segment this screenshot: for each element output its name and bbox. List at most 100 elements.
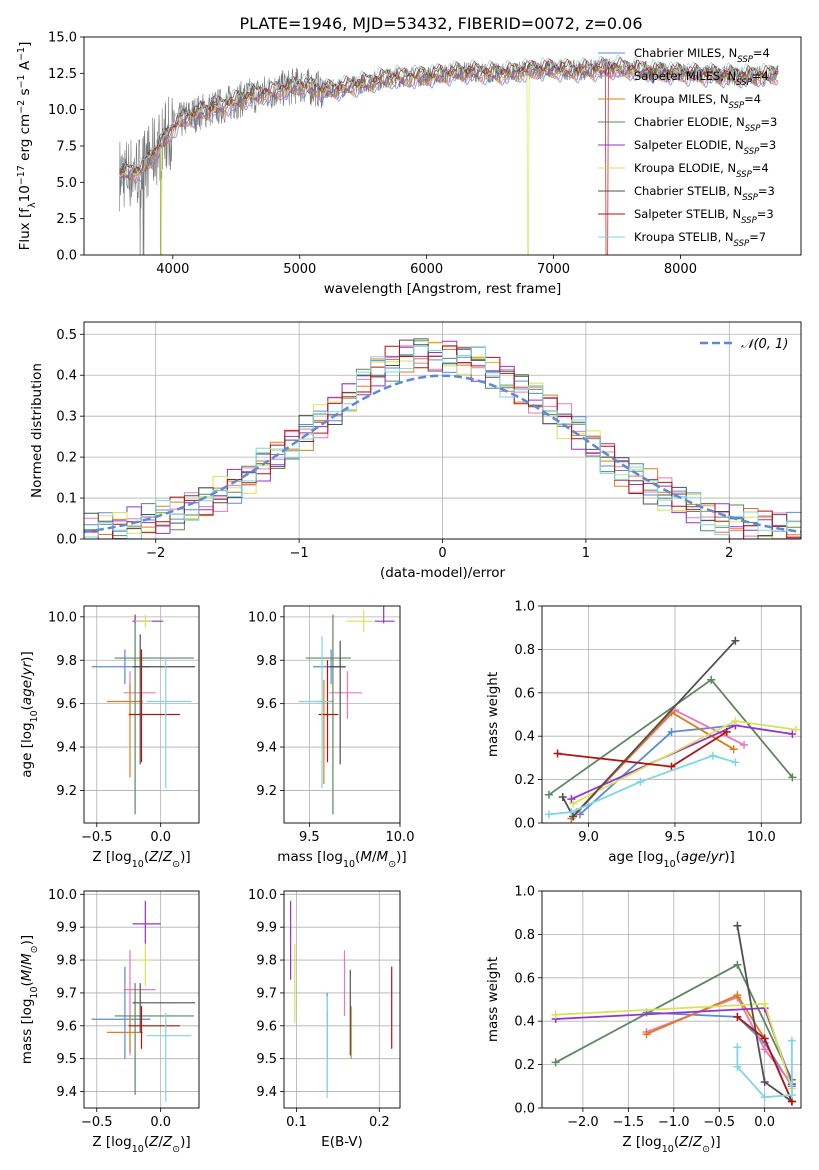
mass-weight-marker	[733, 1043, 742, 1052]
mass-weight-marker	[788, 773, 797, 782]
y-tick-label: 10.0	[248, 888, 277, 903]
mass-weight-marker	[760, 1034, 769, 1043]
x-tick-label: 10.0	[747, 830, 776, 845]
legend-label: Kroupa MILES, NSSP=4	[634, 92, 761, 111]
mass-weight-marker	[567, 795, 576, 804]
mass-weight-marker	[733, 1012, 742, 1021]
x-tick-label: 0.1	[286, 1115, 307, 1130]
y-tick-label: 9.8	[56, 954, 77, 969]
mass-weight-marker	[569, 799, 578, 808]
x-tick-label: −0.5	[81, 1115, 113, 1130]
y-tick-label: 9.7	[56, 986, 77, 1001]
x-tick-label: −0.5	[703, 1115, 735, 1130]
mass-weight-marker	[733, 960, 742, 969]
x-tick-label: −0.5	[81, 830, 113, 845]
y-tick-label: 9.6	[256, 697, 277, 712]
mass-weight-vs-Z-frame	[541, 890, 802, 1109]
y-tick-label: 0.2	[514, 1058, 535, 1073]
y-tick-label: 9.2	[56, 784, 77, 799]
mass-weight-vs-Z-xlabel: Z [log10(Z/Z⊙)]	[622, 1134, 720, 1155]
y-tick-label: 9.6	[56, 697, 77, 712]
y-tick-label: 0.6	[514, 971, 535, 986]
y-tick-label: 0.8	[514, 643, 535, 658]
mass-weight-marker	[544, 790, 553, 799]
legend-label: Chabrier STELIB, NSSP=3	[634, 184, 775, 203]
y-tick-label: 0.0	[56, 533, 77, 548]
y-tick-label: 0.3	[56, 410, 77, 425]
y-tick-label: 0.4	[56, 369, 77, 384]
model-spectrum-line	[119, 56, 779, 255]
y-tick-label: 1.0	[514, 885, 535, 900]
mass-weight-marker	[791, 725, 800, 734]
x-tick-label: 0.0	[754, 1115, 775, 1130]
spectrum-plot	[119, 54, 779, 255]
age-vs-mass-axes: 9.5 10.0 9.2 9.4 9.6 9.8 10.0	[248, 606, 414, 845]
legend-label: Chabrier ELODIE, NSSP=3	[634, 115, 777, 134]
y-tick-label: 7.5	[56, 140, 77, 155]
x-tick-label: 0	[438, 546, 446, 561]
mass-weight-marker	[551, 1058, 560, 1067]
x-tick-label: 0.2	[369, 1115, 390, 1130]
mass-weight-vs-age-axes: 9.0 9.5 10.0 0.0 0.2 0.4 0.6 0.8 1.0	[514, 600, 801, 845]
legend-label: Salpeter ELODIE, NSSP=3	[634, 138, 776, 157]
age-vs-Z-xlabel: Z [log10(Z/Z⊙)]	[92, 849, 190, 870]
histogram-legend-label: 𝒩(0, 1)	[741, 337, 788, 352]
legend-label: Kroupa STELIB, NSSP=7	[634, 230, 766, 249]
age-vs-Z-ylabel: age [log10(age/yr)]	[19, 651, 40, 777]
y-tick-label: 0.4	[514, 730, 535, 745]
normal-curve	[84, 374, 801, 534]
mass-weight-marker	[731, 758, 740, 767]
mass-vs-Z-plot	[91, 900, 196, 1102]
mass-weight-marker	[558, 792, 567, 801]
y-tick-label: 15.0	[48, 31, 77, 46]
x-tick-label: −1.5	[613, 1115, 645, 1130]
y-tick-label: 10.0	[48, 103, 77, 118]
mass-weight-vs-Z-plot	[551, 921, 796, 1106]
mass-weight-marker	[740, 740, 749, 749]
histogram-plot	[84, 338, 801, 539]
y-tick-label: 0.2	[514, 773, 535, 788]
y-tick-label: 0.6	[514, 686, 535, 701]
x-tick-label: 10.0	[386, 830, 415, 845]
y-tick-label: 0.1	[56, 492, 77, 507]
mass-weight-marker	[760, 1077, 769, 1086]
y-tick-label: 5.0	[56, 176, 77, 191]
y-tick-label: 9.7	[256, 986, 277, 1001]
y-tick-label: 12.5	[48, 67, 77, 82]
mass-weight-marker	[731, 636, 740, 645]
x-tick-label: 7000	[537, 262, 570, 277]
mass-vs-EBV-axes: 0.1 0.2 9.4 9.5 9.6 9.7 9.8 9.9 10.0	[248, 888, 400, 1130]
figure-title: PLATE=1946, MJD=53432, FIBERID=0072, z=0…	[239, 14, 642, 33]
age-vs-Z-frame	[83, 605, 200, 824]
mass-weight-marker	[731, 717, 740, 726]
y-tick-label: 9.5	[256, 1052, 277, 1067]
x-tick-label: 8000	[664, 262, 697, 277]
mass-weight-marker	[733, 1062, 742, 1071]
legend: Chabrier MILES, NSSP=4 Salpeter MILES, NS…	[598, 46, 777, 249]
y-tick-label: 0.8	[514, 928, 535, 943]
legend-label: Kroupa ELODIE, NSSP=4	[634, 161, 769, 180]
y-tick-label: 0.0	[514, 817, 535, 832]
histogram-ylabel: Normed distribution	[29, 363, 45, 498]
mass-weight-marker	[636, 777, 645, 786]
histogram-frame	[83, 321, 802, 540]
y-tick-label: 9.9	[256, 921, 277, 936]
x-tick-label: 9.5	[665, 830, 686, 845]
x-tick-label: 0.0	[150, 1115, 171, 1130]
mass-vs-EBV-frame	[283, 890, 401, 1109]
x-tick-label: 9.5	[299, 830, 320, 845]
mass-weight-line	[548, 754, 736, 816]
spectrum-axes: 4000 5000 6000 7000 8000 0.0 2.5 5.0 7.5 10.0 12.5…	[48, 31, 697, 278]
y-tick-label: 9.9	[56, 921, 77, 936]
x-tick-label: 2	[725, 546, 733, 561]
x-tick-label: −2	[146, 546, 165, 561]
mass-weight-vs-Z-ylabel: mass weight	[485, 957, 501, 1042]
histogram-xlabel: (data-model)/error	[380, 565, 506, 581]
y-tick-label: 9.4	[56, 741, 77, 756]
model-spectrum-line	[119, 69, 779, 185]
x-tick-label: 1	[582, 546, 590, 561]
spectrum-xlabel: wavelength [Angstrom, rest frame]	[324, 281, 562, 297]
y-tick-label: 9.6	[256, 1019, 277, 1034]
y-tick-label: 0.4	[514, 1015, 535, 1030]
y-tick-label: 9.6	[56, 1019, 77, 1034]
